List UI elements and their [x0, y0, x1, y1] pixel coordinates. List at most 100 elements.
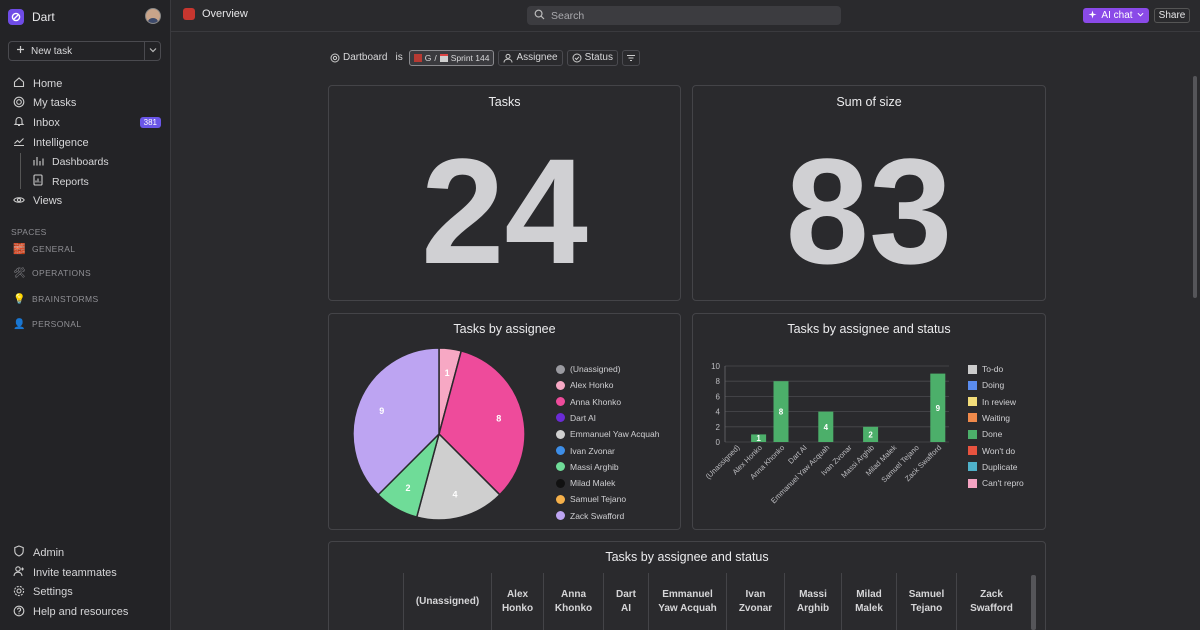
table-column-header[interactable]: (Unassigned) [403, 573, 491, 630]
pie-legend-item[interactable]: Ivan Zvonar [556, 446, 615, 456]
table-column-header[interactable]: Dart AI [603, 573, 648, 630]
nav-admin[interactable]: Admin [0, 543, 171, 563]
bar-alex-honko-done[interactable] [751, 434, 767, 442]
nav-inbox[interactable]: Inbox 381 [0, 113, 171, 133]
table-column-header[interactable]: Zack Swafford [956, 573, 1026, 630]
table-column-header[interactable]: Milad Malek [841, 573, 896, 630]
pie-legend-item[interactable]: Zack Swafford [556, 511, 624, 521]
bar-legend-item[interactable]: To-do [968, 364, 1003, 374]
bar-legend-item[interactable]: In review [968, 397, 1016, 407]
space-label: PERSONAL [32, 319, 82, 329]
search-input[interactable]: Search [527, 6, 841, 25]
pie-legend-item[interactable]: Massi Arghib [556, 462, 619, 472]
nav-label: Dashboards [52, 156, 109, 169]
user-avatar[interactable] [145, 8, 161, 24]
nav-intelligence[interactable]: Intelligence [0, 133, 171, 153]
page-scrollbar[interactable] [1193, 76, 1197, 298]
bar-zack-swafford-done[interactable] [930, 373, 946, 442]
chevron-down-icon [149, 46, 157, 56]
nav-label: Reports [52, 175, 89, 188]
bar-value-label: 1 [756, 434, 761, 443]
report-icon [32, 174, 44, 189]
ai-chat-button[interactable]: AI chat [1083, 8, 1149, 23]
legend-label: Doing [982, 380, 1005, 391]
filter-lines-icon [626, 54, 635, 61]
pie-legend-item[interactable]: Emmanuel Yaw Acquah [556, 429, 659, 439]
nav-label: Home [33, 77, 63, 90]
table-column-header[interactable]: Samuel Tejano [896, 573, 956, 630]
space-personal[interactable]: 👤 PERSONAL [13, 317, 82, 331]
y-tick-label: 10 [711, 362, 720, 371]
new-task-dropdown-button[interactable] [144, 42, 160, 60]
space-operations[interactable]: 🛠 OPERATIONS [13, 266, 91, 280]
y-tick-label: 2 [716, 423, 721, 432]
card-title: Sum of size [836, 95, 902, 109]
bar-chart-card: Tasks by assignee and status 0 2 4 6 8 10 1 8 4 2… [692, 313, 1046, 530]
filter-value-sprint: Sprint 144 [450, 52, 490, 63]
table-column-header[interactable]: Alex Honko [491, 573, 543, 630]
pie-legend-item[interactable]: Anna Khonko [556, 397, 621, 407]
column-header-label: Emmanuel Yaw Acquah [658, 589, 717, 614]
nav-reports[interactable]: Reports [0, 172, 171, 192]
card-title: Tasks [488, 95, 521, 109]
bar-legend-item[interactable]: Doing [968, 380, 1004, 390]
legend-label: Massi Arghib [570, 461, 619, 472]
bar-legend-item[interactable]: Duplicate [968, 462, 1017, 472]
column-header-label: (Unassigned) [415, 595, 480, 607]
nav-dashboards[interactable]: Dashboards [0, 152, 171, 172]
workspace-switcher[interactable]: Dart [8, 8, 55, 26]
nav-tree-line [20, 153, 21, 189]
pie-slice-value-label: 2 [406, 483, 411, 493]
filter-options-button[interactable] [621, 49, 640, 66]
breadcrumb[interactable]: Overview [183, 8, 248, 20]
table-scrollbar[interactable] [1031, 575, 1036, 630]
legend-swatch [968, 397, 977, 407]
share-button[interactable]: Share [1154, 8, 1190, 23]
filter-assignee[interactable]: Assignee [498, 49, 563, 66]
nav-help[interactable]: Help and resources [0, 602, 171, 622]
legend-swatch [556, 397, 565, 407]
table-column-header[interactable]: Anna Khonko [543, 573, 603, 630]
nav-invite[interactable]: Invite teammates [0, 563, 171, 583]
bar-legend-item[interactable]: Won't do [968, 446, 1015, 456]
pie-legend-item[interactable]: (Unassigned) [556, 364, 621, 374]
bar-emmanuel-yaw-acquah-done[interactable] [818, 411, 834, 442]
nav-settings[interactable]: Settings [0, 583, 171, 603]
card-title: Tasks by assignee and status [787, 322, 951, 336]
legend-swatch [968, 364, 977, 374]
pie-slice-zack-swafford[interactable] [352, 347, 440, 496]
table-column-header[interactable]: Massi Arghib [784, 573, 841, 630]
pie-legend-item[interactable]: Dart AI [556, 413, 596, 423]
legend-label: In review [982, 396, 1017, 407]
pie-slice-value-label: 1 [445, 368, 450, 378]
bar-massi-arghib-done[interactable] [863, 426, 879, 442]
pie-slice-anna-khonko[interactable] [438, 350, 526, 496]
filter-status-label: Status [584, 52, 613, 63]
pie-legend-item[interactable]: Samuel Tejano [556, 494, 626, 504]
bar-anna-khonko-done[interactable] [773, 381, 789, 442]
table-column-header[interactable]: Emmanuel Yaw Acquah [648, 573, 726, 630]
space-general[interactable]: 🧱 GENERAL [13, 242, 75, 256]
bar-legend-item[interactable]: Can't repro [968, 478, 1024, 488]
filter-separator: / [434, 52, 437, 63]
nav-views[interactable]: Views [0, 192, 171, 212]
legend-label: Done [982, 429, 1003, 440]
legend-swatch [968, 462, 977, 472]
pie-legend-item[interactable]: Alex Honko [556, 380, 613, 390]
legend-swatch [556, 380, 565, 390]
pie-legend-item[interactable]: Milad Malek [556, 478, 615, 488]
legend-swatch [556, 462, 565, 472]
bar-legend-item[interactable]: Waiting [968, 413, 1010, 423]
new-task-button[interactable]: New task [9, 42, 144, 60]
filter-status[interactable]: Status [566, 49, 618, 66]
nav-home[interactable]: Home [0, 74, 171, 94]
filter-field-dartboard[interactable]: Dartboard [328, 50, 389, 66]
pie-slice-emmanuel-yaw-acquah[interactable] [415, 432, 501, 521]
nav-my-tasks[interactable]: My tasks [0, 94, 171, 114]
filter-value[interactable]: G / Sprint 144 [408, 49, 495, 66]
table-column-header[interactable]: Ivan Zvonar [726, 573, 784, 630]
size-sum-card: Sum of size 83 [692, 85, 1046, 301]
space-brainstorms[interactable]: 💡 BRAINSTORMS [13, 292, 99, 306]
bar-legend-item[interactable]: Done [968, 429, 1002, 439]
filter-operator[interactable]: is [395, 52, 403, 63]
